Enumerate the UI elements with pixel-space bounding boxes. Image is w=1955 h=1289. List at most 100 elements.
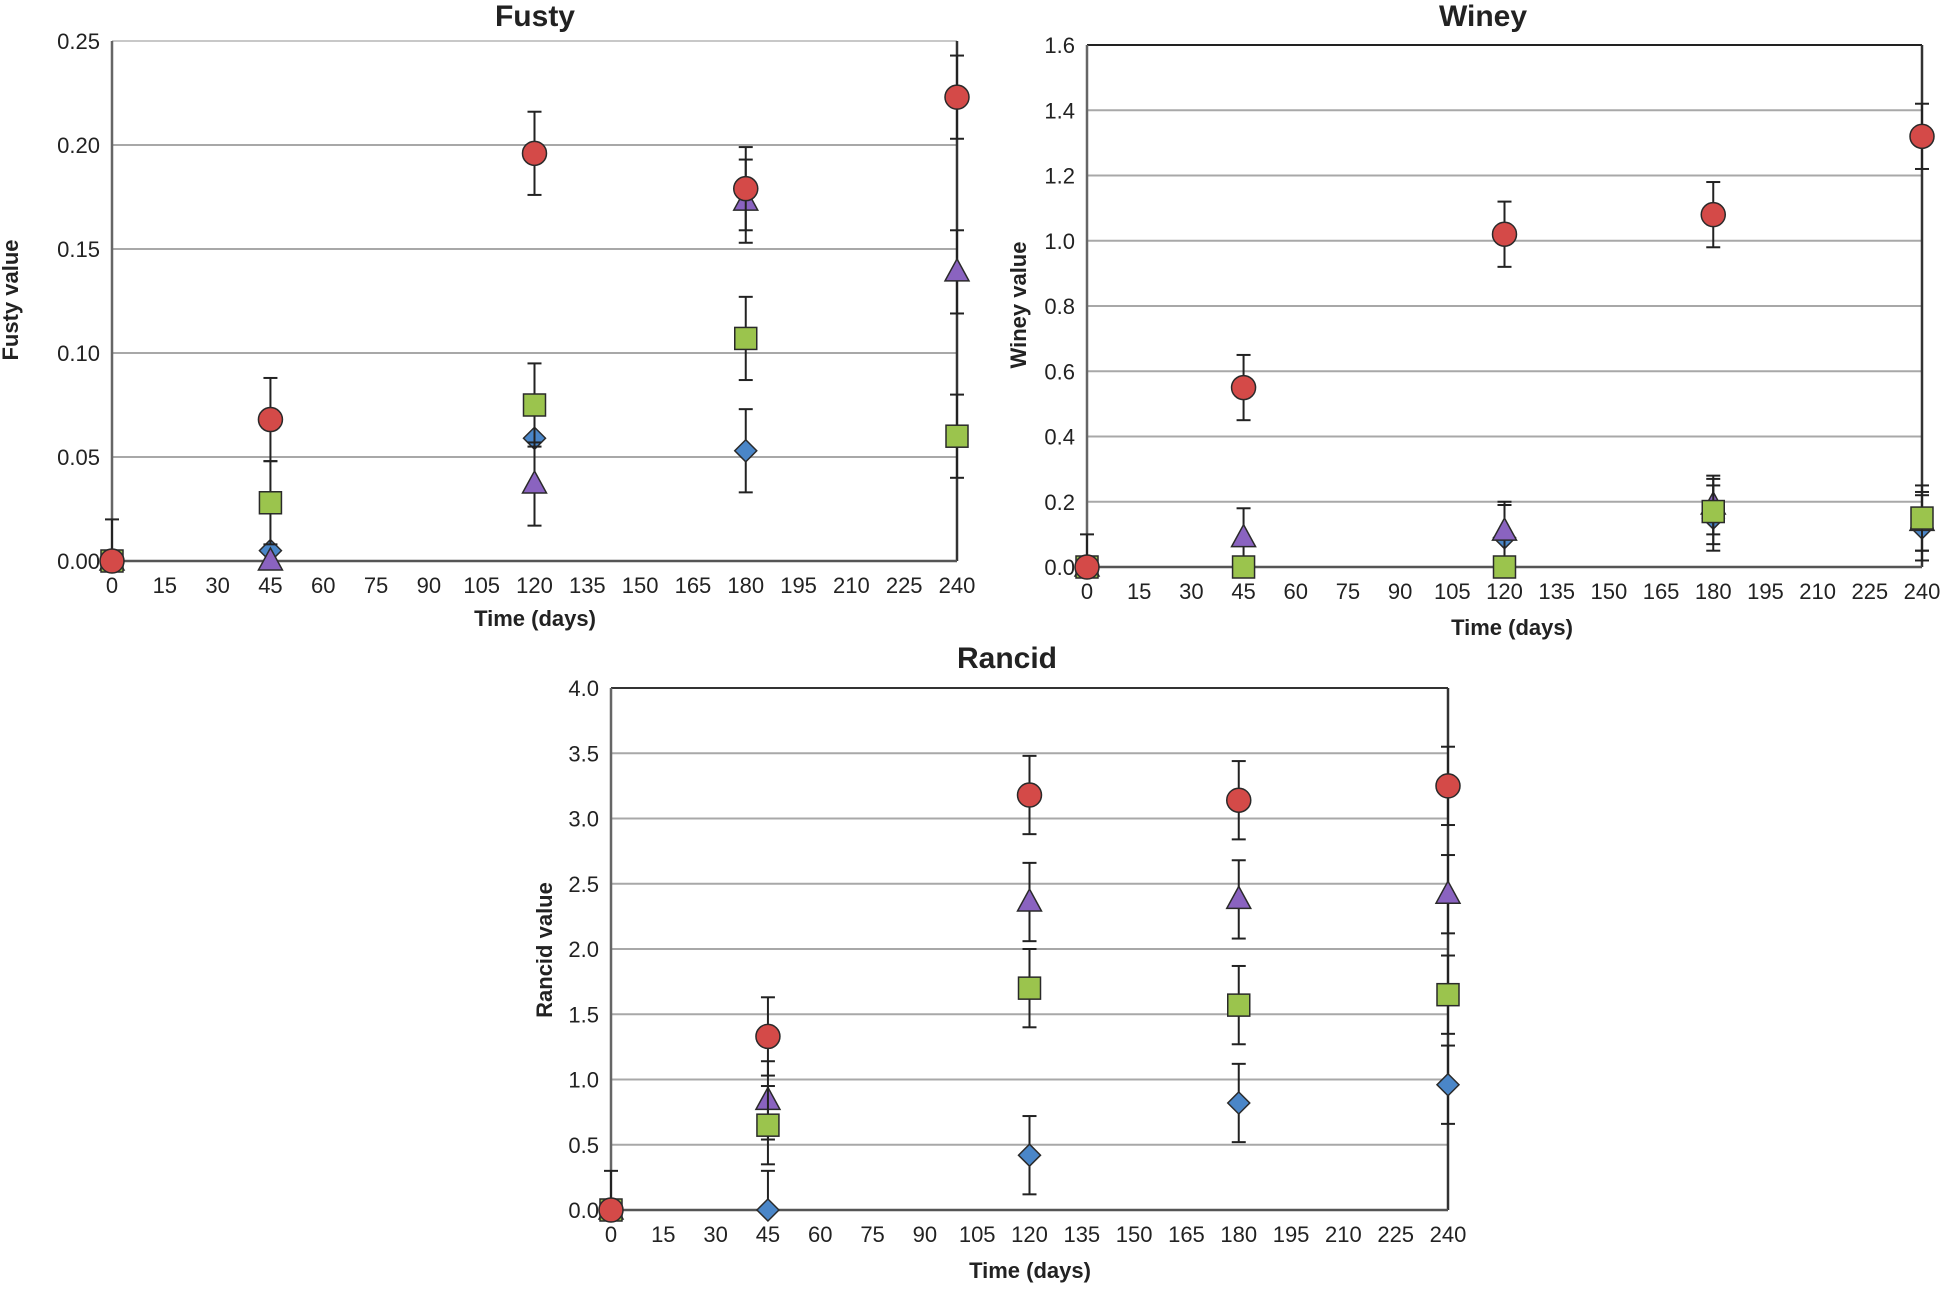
- y-tick-label: 3.0: [568, 807, 599, 832]
- data-point-triangle: [1434, 879, 1462, 904]
- rancid-chart: Rancid Time (days) Rancid value 0.0 0.5 1.…: [532, 642, 1466, 1283]
- data-point-triangle: [943, 257, 971, 282]
- x-tick-label: 165: [1643, 579, 1680, 604]
- y-tick-label: 1.0: [1044, 229, 1075, 254]
- x-tick-label: 0: [106, 573, 118, 598]
- data-point-circle: [521, 140, 548, 167]
- x-tick-label: 15: [651, 1222, 675, 1247]
- square-series: [599, 948, 1460, 1222]
- y-tick-label: 4.0: [568, 676, 599, 701]
- data-point-square: [1231, 555, 1256, 579]
- chart-title: Winey: [1439, 0, 1527, 33]
- x-tick-label: 225: [1377, 1222, 1414, 1247]
- x-tick-label: 165: [675, 573, 712, 598]
- x-tick-label: 45: [756, 1222, 780, 1247]
- data-point-circle: [1226, 787, 1252, 813]
- data-point-diamond: [733, 438, 758, 463]
- data-point-circle: [1435, 773, 1461, 799]
- x-tick-label: 135: [1538, 579, 1575, 604]
- y-tick-label: 0.4: [1044, 425, 1075, 450]
- x-tick-label: 60: [808, 1222, 832, 1247]
- y-axis-label: Fusty value: [0, 239, 23, 360]
- x-tick-label: 240: [1904, 579, 1941, 604]
- x-tick-label: 90: [1388, 579, 1412, 604]
- x-tick-label: 90: [913, 1222, 937, 1247]
- x-tick-label: 210: [1799, 579, 1836, 604]
- diamond-series: [598, 1044, 1461, 1223]
- data-point-circle: [1909, 123, 1935, 150]
- data-point-diamond: [1017, 1143, 1042, 1168]
- fusty-chart: Fusty Time (days) Fusty value 0.00 0.05 0.…: [0, 0, 975, 631]
- data-point-square: [756, 1113, 780, 1137]
- y-tick-label: 0.6: [1044, 359, 1075, 384]
- data-point-circle: [99, 548, 125, 574]
- x-tick-label: 195: [780, 573, 817, 598]
- x-tick-label: 165: [1168, 1222, 1205, 1247]
- data-point-circle: [1230, 374, 1257, 401]
- data-point-circle: [733, 175, 759, 202]
- data-point-circle: [1016, 782, 1043, 808]
- data-point-triangle: [1491, 516, 1518, 541]
- chart-title: Fusty: [495, 0, 575, 33]
- x-tick-label: 45: [1231, 579, 1255, 604]
- y-tick-label: 1.0: [568, 1068, 599, 1093]
- x-tick-label: 150: [1116, 1222, 1153, 1247]
- x-tick-label: 30: [1179, 579, 1203, 604]
- x-tick-label: 105: [1434, 579, 1471, 604]
- data-point-triangle: [1225, 884, 1253, 910]
- data-point-circle: [257, 406, 284, 433]
- y-tick-label: 0.25: [57, 29, 100, 54]
- x-tick-label: 75: [364, 573, 388, 598]
- x-tick-label: 120: [1486, 579, 1523, 604]
- data-point-triangle: [1230, 523, 1257, 548]
- y-tick-label: 0.15: [57, 237, 100, 262]
- x-tick-label: 0: [1081, 579, 1093, 604]
- x-tick-label: 15: [153, 573, 177, 598]
- x-tick-label: 195: [1273, 1222, 1310, 1247]
- data-point-circle: [1491, 221, 1518, 247]
- y-tick-label: 0.20: [57, 133, 100, 158]
- square-series: [100, 295, 969, 573]
- y-tick-label: 0.00: [57, 549, 100, 574]
- x-tick-label: 0: [605, 1222, 617, 1247]
- x-tick-label: 210: [1325, 1222, 1362, 1247]
- x-tick-label: 120: [516, 573, 553, 598]
- y-axis-label: Winey value: [1006, 242, 1031, 369]
- data-point-circle: [1700, 201, 1726, 228]
- data-point-triangle: [521, 469, 548, 494]
- data-point-square: [522, 393, 547, 417]
- y-tick-label: 3.5: [568, 741, 599, 766]
- y-tick-label: 0.0: [1044, 555, 1075, 580]
- winey-chart: Winey Time (days) Winey value 0.0 0.2 0.4 0…: [1006, 0, 1940, 640]
- data-point-diamond: [1435, 1072, 1461, 1097]
- data-point-square: [1227, 993, 1251, 1017]
- x-tick-label: 45: [258, 573, 282, 598]
- x-axis-label: Time (days): [1451, 615, 1573, 640]
- y-tick-label: 0.10: [57, 341, 100, 366]
- y-tick-label: 1.5: [568, 1002, 599, 1027]
- y-tick-label: 0.5: [568, 1133, 599, 1158]
- data-point-square: [1492, 555, 1517, 579]
- x-tick-label: 180: [727, 573, 764, 598]
- y-tick-label: 0.8: [1044, 294, 1075, 319]
- x-tick-label: 60: [311, 573, 335, 598]
- x-tick-label: 195: [1747, 579, 1784, 604]
- x-tick-label: 135: [1063, 1222, 1100, 1247]
- y-tick-label: 0.0: [568, 1198, 599, 1223]
- data-point-square: [945, 424, 969, 448]
- x-tick-label: 75: [1336, 579, 1360, 604]
- circle-series: [598, 745, 1461, 1223]
- x-tick-label: 240: [1430, 1222, 1467, 1247]
- data-point-square: [1017, 976, 1042, 1000]
- data-point-square: [1436, 982, 1460, 1007]
- data-point-square: [258, 491, 283, 515]
- data-point-circle: [1074, 554, 1100, 580]
- data-point-square: [1910, 506, 1934, 530]
- x-tick-label: 90: [417, 573, 441, 598]
- x-tick-label: 120: [1011, 1222, 1048, 1247]
- y-axis-label: Rancid value: [532, 882, 557, 1018]
- x-tick-label: 240: [939, 573, 976, 598]
- data-point-diamond: [755, 1197, 780, 1223]
